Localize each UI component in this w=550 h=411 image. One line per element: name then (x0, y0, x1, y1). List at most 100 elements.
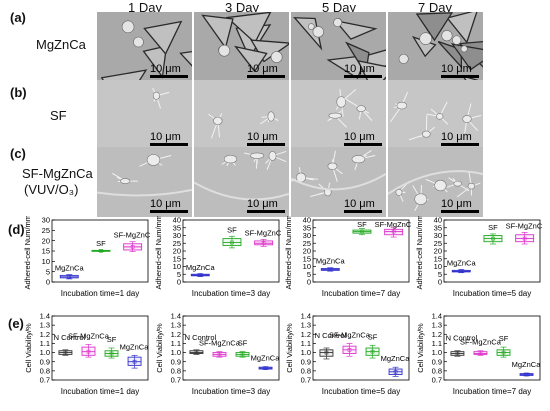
y-tick-label: 20 (42, 236, 50, 245)
y-axis-label: Adhered-cell Num/mm² (415, 216, 424, 290)
box-mean-marker (130, 245, 135, 249)
y-tick-label: 5 (438, 270, 442, 279)
y-tick-label: 0 (46, 278, 50, 287)
sem-image-sf-day7: 10 μm (388, 80, 483, 150)
day-label-3: 3 Day (225, 0, 259, 15)
y-tick-label: 1.1 (432, 339, 442, 348)
y-axis-label: Cell Viability/% (155, 323, 164, 373)
plot-frame (443, 315, 541, 381)
y-tick-label: 35 (303, 223, 311, 232)
y-tick-label: 20 (173, 247, 181, 256)
viability-chart-3: 0.7 0.8 0.9 1.0 1.1 1.2 1.3 1.4 Cell Viability/%… (283, 312, 411, 404)
day-label-5: 5 Day (322, 0, 356, 15)
sem-image-sf-day3: 10 μm (194, 80, 289, 150)
box-sf-mgznca (473, 351, 488, 355)
y-tick-label: 10 (303, 262, 311, 271)
y-tick-label: 0 (177, 278, 181, 287)
group-label: SF (96, 239, 106, 248)
scale-bar: 10 μm (441, 132, 479, 147)
adhesion-chart-1: 0 5 10 15 20 25 30 Adhered-cell Num/mm² Incubati… (22, 212, 155, 310)
box-mean-marker (67, 275, 72, 279)
y-tick-label: 10 (173, 262, 181, 271)
y-axis-label: Adhered-cell Num/mm² (154, 216, 163, 290)
scale-bar: 10 μm (441, 199, 479, 214)
y-tick-label: 1.2 (432, 330, 442, 339)
y-axis-label: Adhered-cell Num/mm² (23, 216, 32, 290)
panel-label-c: (c) (10, 146, 26, 161)
y-tick-label: 1.2 (301, 330, 311, 339)
y-tick-label: 1.2 (40, 330, 50, 339)
adhesion-chart-3: 0 5 10 15 20 25 30 35 40 Adhered-cell Num/mm² Incu… (283, 212, 416, 310)
adhesion-chart-4: 0 5 10 15 20 25 30 35 40 Adhered-cell Num/mm² Incu… (414, 212, 547, 310)
y-tick-label: 30 (173, 231, 181, 240)
y-tick-label: 0.9 (171, 357, 181, 366)
panel-label-b: (b) (10, 85, 27, 100)
group-label: MgZnCa (120, 342, 150, 351)
sem-image-sf-mgznca-day3: 10 μm (194, 147, 289, 217)
box-mean-marker (198, 273, 203, 277)
group-label: SF (488, 223, 498, 232)
y-tick-label: 40 (173, 216, 181, 225)
sem-image-mgznca-day1: 10 μm (97, 12, 192, 82)
y-tick-label: 25 (303, 239, 311, 248)
group-label: SF (368, 332, 378, 341)
y-tick-label: 0.9 (432, 357, 442, 366)
group-label: SF-MgZnCa (199, 339, 241, 348)
y-tick-label: 1.0 (40, 348, 50, 357)
y-tick-label: 1.4 (432, 312, 442, 321)
group-label: SF-MgZnCa (114, 231, 150, 240)
y-tick-label: 0.8 (301, 366, 311, 375)
y-tick-label: 5 (307, 270, 311, 279)
y-tick-label: 0.7 (432, 376, 442, 385)
x-axis-label: Incubation time=5 day (322, 387, 401, 396)
y-axis-label: Cell Viability/% (24, 323, 33, 373)
row-label-sf: SF (50, 108, 67, 123)
y-tick-label: 1.2 (171, 330, 181, 339)
y-tick-label: 1.3 (432, 321, 442, 330)
day-label-1: 1 Day (128, 0, 162, 15)
y-tick-label: 0 (438, 278, 442, 287)
viability-chart-1: 0.7 0.8 0.9 1.0 1.1 1.2 1.3 1.4 Cell Viability/%… (22, 312, 150, 404)
y-tick-label: 1.3 (301, 321, 311, 330)
sem-image-sf-mgznca-day1: 10 μm (97, 147, 192, 217)
y-tick-label: 25 (173, 239, 181, 248)
row-label-mgznca: MgZnCa (36, 37, 86, 52)
x-axis-label: Incubation time=3 day (192, 289, 271, 298)
group-label: SF (238, 339, 248, 348)
group-label: SF-MgZnCa (506, 221, 542, 230)
y-tick-label: 15 (173, 254, 181, 263)
box-mean-marker (455, 351, 460, 356)
sem-image-mgznca-day3: 10 μm (194, 12, 289, 82)
plot-frame (182, 315, 280, 381)
plot-frame (312, 315, 410, 381)
sem-image-sf-mgznca-day5: 10 μm (291, 147, 386, 217)
y-tick-label: 20 (303, 247, 311, 256)
box-mean-marker (240, 352, 245, 357)
box-mean-marker (491, 236, 495, 241)
y-tick-label: 20 (434, 247, 442, 256)
scale-bar: 10 μm (150, 132, 188, 147)
group-label: SF (499, 334, 509, 343)
scale-bar-label: 10 μm (150, 63, 181, 75)
y-tick-label: 1.4 (40, 312, 50, 321)
y-tick-label: 15 (42, 247, 50, 256)
scale-bar-label: 10 μm (247, 198, 278, 210)
scale-bar: 10 μm (344, 64, 382, 79)
box-mean-marker (524, 372, 529, 377)
group-label: N Control (185, 333, 217, 342)
box-mean-marker (263, 366, 268, 370)
viability-chart-4: 0.7 0.8 0.9 1.0 1.1 1.2 1.3 1.4 Cell Viability/%… (414, 312, 542, 404)
box-mean-marker (370, 349, 375, 354)
y-tick-label: 30 (303, 231, 311, 240)
y-tick-label: 1.4 (171, 312, 181, 321)
group-label: SF-MgZnCa (245, 228, 281, 237)
panel-label-e: (e) (8, 316, 24, 331)
group-label: MgZnCa (186, 263, 216, 272)
scale-bar-label: 10 μm (441, 198, 472, 210)
y-tick-label: 1.1 (301, 339, 311, 348)
row-label-sf-mgznca: SF-MgZnCa (22, 166, 93, 181)
group-label: SF-MgZnCa (68, 331, 110, 340)
group-label: MgZnCa (55, 264, 85, 273)
group-label: SF-MgZnCa (329, 330, 371, 339)
y-tick-label: 0.9 (40, 357, 50, 366)
